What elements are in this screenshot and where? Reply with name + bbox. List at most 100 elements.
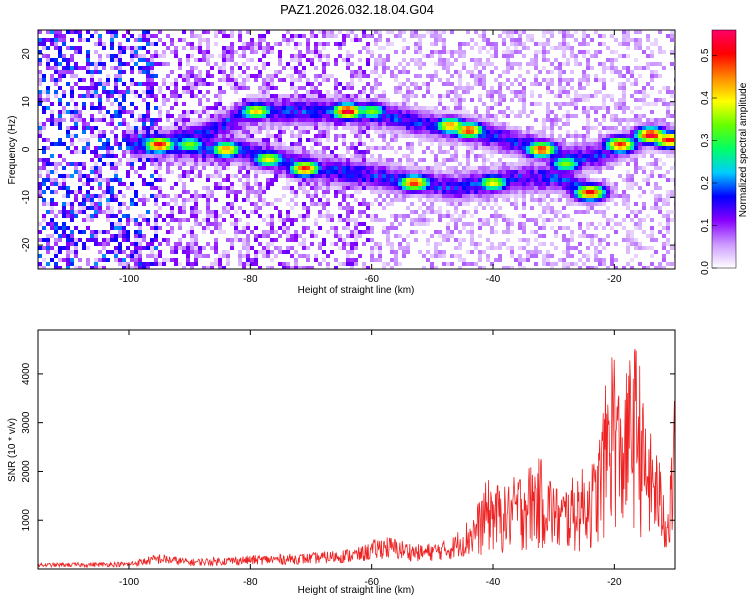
spectrogram-cell: [582, 194, 586, 198]
spectrogram-cell: [206, 58, 210, 62]
spectrogram-cell: [370, 138, 374, 142]
spectrogram-cell: [466, 142, 470, 146]
spectrogram-cell: [334, 58, 338, 62]
spectrogram-cell: [70, 110, 74, 114]
spectrogram-cell: [614, 114, 618, 118]
spectrogram-cell: [498, 82, 502, 86]
spectrogram-cell: [286, 162, 290, 166]
spectrogram-cell: [418, 178, 422, 182]
spectrogram-cell: [266, 118, 270, 122]
spectrogram-cell: [142, 66, 146, 70]
spectrogram-cell: [606, 234, 610, 238]
spectrogram-cell: [194, 78, 198, 82]
spectrogram-cell: [158, 142, 162, 146]
spectrogram-cell: [574, 162, 578, 166]
spectrogram-cell: [190, 66, 194, 70]
spectrogram-cell: [518, 98, 522, 102]
spectrogram-cell: [662, 134, 666, 138]
spectrogram-cell: [278, 94, 282, 98]
spectrogram-cell: [166, 230, 170, 234]
spectrogram-cell: [362, 98, 366, 102]
spectrogram-cell: [222, 142, 226, 146]
spectrogram-cell: [146, 102, 150, 106]
spectrogram-cell: [474, 158, 478, 162]
spectrogram-cell: [382, 166, 386, 170]
spectrogram-cell: [238, 138, 242, 142]
spectrogram-cell: [170, 210, 174, 214]
spectrogram-cell: [318, 154, 322, 158]
spectrogram-cell: [482, 158, 486, 162]
spectrogram-cell: [442, 66, 446, 70]
spectrogram-cell: [46, 170, 50, 174]
spectrogram-cell: [406, 166, 410, 170]
spectrogram-cell: [38, 182, 42, 186]
spectrogram-cell: [662, 150, 666, 154]
spectrogram-cell: [294, 106, 298, 110]
spectrogram-cell: [302, 66, 306, 70]
spectrogram-cell: [90, 178, 94, 182]
spectrogram-cell: [470, 226, 474, 230]
spectrogram-cell: [114, 214, 118, 218]
spectrogram-cell: [182, 90, 186, 94]
spectrogram-cell: [442, 138, 446, 142]
spectrogram-cell: [610, 182, 614, 186]
spectrogram-cell: [662, 126, 666, 130]
spectrogram-cell: [50, 142, 54, 146]
spectrogram-cell: [386, 190, 390, 194]
spectrogram-cell: [590, 206, 594, 210]
spectrogram-cell: [262, 150, 266, 154]
spectrogram-cell: [450, 138, 454, 142]
spectrogram-cell: [430, 170, 434, 174]
spectrogram-cell: [474, 62, 478, 66]
spectrogram-cell: [290, 130, 294, 134]
spectrogram-cell: [306, 158, 310, 162]
spectrogram-cell: [142, 138, 146, 142]
spectrogram-cell: [202, 106, 206, 110]
spectrogram-cell: [66, 66, 70, 70]
spectrogram-cell: [594, 142, 598, 146]
spectrogram-cell: [266, 42, 270, 46]
spectrogram-cell: [390, 202, 394, 206]
spectrogram-cell: [482, 86, 486, 90]
spectrogram-cell: [126, 122, 130, 126]
spectrogram-cell: [306, 118, 310, 122]
spectrogram-cell: [290, 86, 294, 90]
spectrogram-cell: [98, 54, 102, 58]
spectrogram-cell: [566, 42, 570, 46]
spectrogram-cell: [362, 154, 366, 158]
spectrogram-cell: [74, 46, 78, 50]
spectrogram-cell: [570, 186, 574, 190]
spectrogram-cell: [178, 38, 182, 42]
spectrogram-cell: [470, 98, 474, 102]
spectrogram-cell: [210, 66, 214, 70]
spectrogram-cell: [618, 174, 622, 178]
spectrogram-cell: [626, 66, 630, 70]
spectrogram-cell: [66, 210, 70, 214]
spectrogram-cell: [206, 142, 210, 146]
spectrogram-cell: [486, 118, 490, 122]
spectrogram-cell: [194, 58, 198, 62]
spectrogram-cell: [86, 174, 90, 178]
spectrogram-cell: [586, 198, 590, 202]
spectrogram-cell: [106, 54, 110, 58]
spectrogram-cell: [138, 198, 142, 202]
spectrogram-cell: [294, 110, 298, 114]
spectrogram-cell: [146, 114, 150, 118]
spectrogram-cell: [322, 118, 326, 122]
spectrogram-cell: [198, 38, 202, 42]
spectrogram-cell: [246, 126, 250, 130]
spectrogram-cell: [578, 50, 582, 54]
spectrogram-cell: [626, 170, 630, 174]
spectrogram-cell: [294, 142, 298, 146]
spectrogram-cell: [466, 182, 470, 186]
spectrogram-cell: [354, 190, 358, 194]
spectrogram-cell: [138, 134, 142, 138]
spectrogram-cell: [606, 218, 610, 222]
spectrogram-cell: [542, 186, 546, 190]
spectrogram-cell: [322, 54, 326, 58]
spectrogram-cell: [630, 154, 634, 158]
spectrogram-cell: [150, 62, 154, 66]
spectrogram-cell: [510, 62, 514, 66]
spectrogram-cell: [394, 218, 398, 222]
spectrogram-cell: [578, 78, 582, 82]
